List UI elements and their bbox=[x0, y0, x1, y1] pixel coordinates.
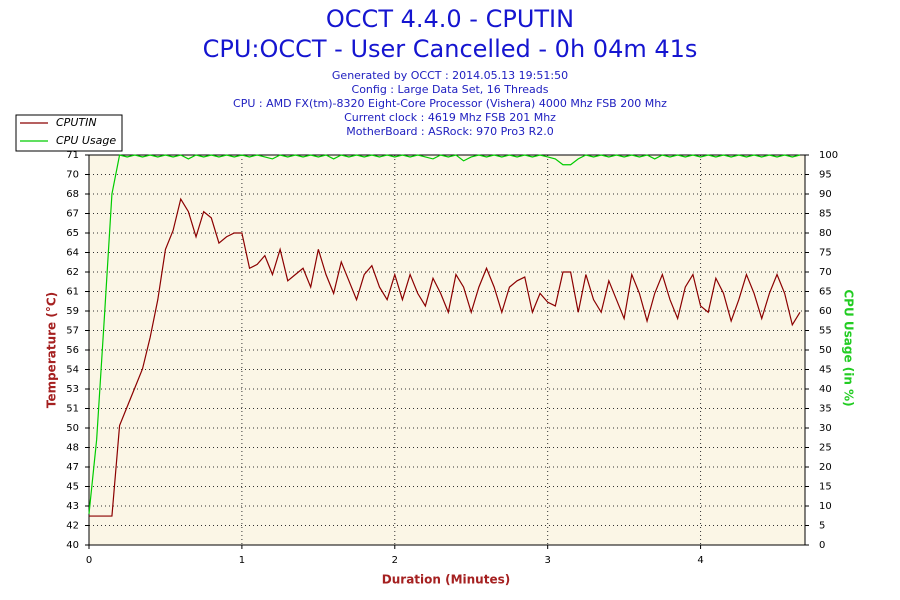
legend-box bbox=[15, 114, 123, 152]
y-tick-label: 42 bbox=[66, 521, 79, 532]
y2-tick-label: 5 bbox=[819, 521, 825, 532]
y2-tick-label: 80 bbox=[819, 228, 832, 239]
y-tick-label: 47 bbox=[66, 462, 79, 473]
y-tick-label: 61 bbox=[66, 287, 79, 298]
y-axis-label: Temperature (°C) bbox=[45, 292, 59, 408]
info-line: Config : Large Data Set, 16 Threads bbox=[352, 83, 549, 96]
info-line: Current clock : 4619 Mhz FSB 201 Mhz bbox=[344, 111, 556, 124]
y-tick-label: 59 bbox=[66, 306, 79, 317]
y-tick-label: 54 bbox=[66, 365, 79, 376]
x-tick-label: 2 bbox=[392, 555, 398, 566]
x-tick-label: 4 bbox=[697, 555, 703, 566]
y2-tick-label: 40 bbox=[819, 384, 832, 395]
chart-title: OCCT 4.4.0 - CPUTIN bbox=[326, 5, 574, 33]
y2-tick-label: 15 bbox=[819, 482, 832, 493]
y-tick-label: 70 bbox=[66, 170, 79, 181]
y2-tick-label: 75 bbox=[819, 248, 832, 259]
y-tick-label: 65 bbox=[66, 228, 79, 239]
y2-tick-label: 30 bbox=[819, 423, 832, 434]
y2-tick-label: 85 bbox=[819, 209, 832, 220]
y2-tick-label: 90 bbox=[819, 189, 832, 200]
info-line: Generated by OCCT : 2014.05.13 19:51:50 bbox=[332, 69, 568, 82]
y-tick-label: 51 bbox=[66, 404, 79, 415]
y-tick-label: 57 bbox=[66, 326, 79, 337]
y2-tick-label: 25 bbox=[819, 443, 832, 454]
x-tick-label: 0 bbox=[86, 555, 92, 566]
info-line: MotherBoard : ASRock: 970 Pro3 R2.0 bbox=[346, 125, 553, 138]
y2-tick-label: 35 bbox=[819, 404, 832, 415]
plot-frame bbox=[88, 154, 806, 546]
y-tick-label: 48 bbox=[66, 443, 79, 454]
y-tick-label: 56 bbox=[66, 345, 79, 356]
data-line bbox=[89, 197, 801, 517]
y2-tick-label: 60 bbox=[819, 306, 832, 317]
y2-tick-label: 50 bbox=[819, 345, 832, 356]
y-tick-label: 71 bbox=[66, 150, 79, 161]
y-tick-label: 50 bbox=[66, 423, 79, 434]
chart-subtitle: CPU:OCCT - User Cancelled - 0h 04m 41s bbox=[203, 35, 698, 63]
y2-tick-label: 0 bbox=[819, 540, 825, 551]
y2-tick-label: 55 bbox=[819, 326, 832, 337]
y2-tick-label: 20 bbox=[819, 462, 832, 473]
x-tick-label: 3 bbox=[544, 555, 550, 566]
y2-tick-label: 95 bbox=[819, 170, 832, 181]
y2-tick-label: 65 bbox=[819, 287, 832, 298]
y-tick-label: 62 bbox=[66, 267, 79, 278]
y2-tick-label: 100 bbox=[819, 150, 838, 161]
y2-tick-label: 10 bbox=[819, 501, 832, 512]
y-tick-label: 67 bbox=[66, 209, 79, 220]
legend-label: CPUTIN bbox=[56, 116, 97, 129]
y2-tick-label: 45 bbox=[819, 365, 832, 376]
y-tick-label: 43 bbox=[66, 501, 79, 512]
y-tick-label: 68 bbox=[66, 189, 79, 200]
y2-tick-label: 70 bbox=[819, 267, 832, 278]
x-tick-label: 1 bbox=[239, 555, 245, 566]
y-tick-label: 40 bbox=[66, 540, 79, 551]
info-line: CPU : AMD FX(tm)-8320 Eight-Core Process… bbox=[233, 97, 667, 110]
y-tick-label: 45 bbox=[66, 482, 79, 493]
y-tick-label: 53 bbox=[66, 384, 79, 395]
legend-label: CPU Usage bbox=[56, 134, 116, 147]
x-axis-label: Duration (Minutes) bbox=[382, 573, 510, 587]
y2-axis-label: CPU Usage (in %) bbox=[842, 289, 856, 406]
data-line bbox=[88, 154, 801, 514]
y-tick-label: 64 bbox=[66, 248, 79, 259]
